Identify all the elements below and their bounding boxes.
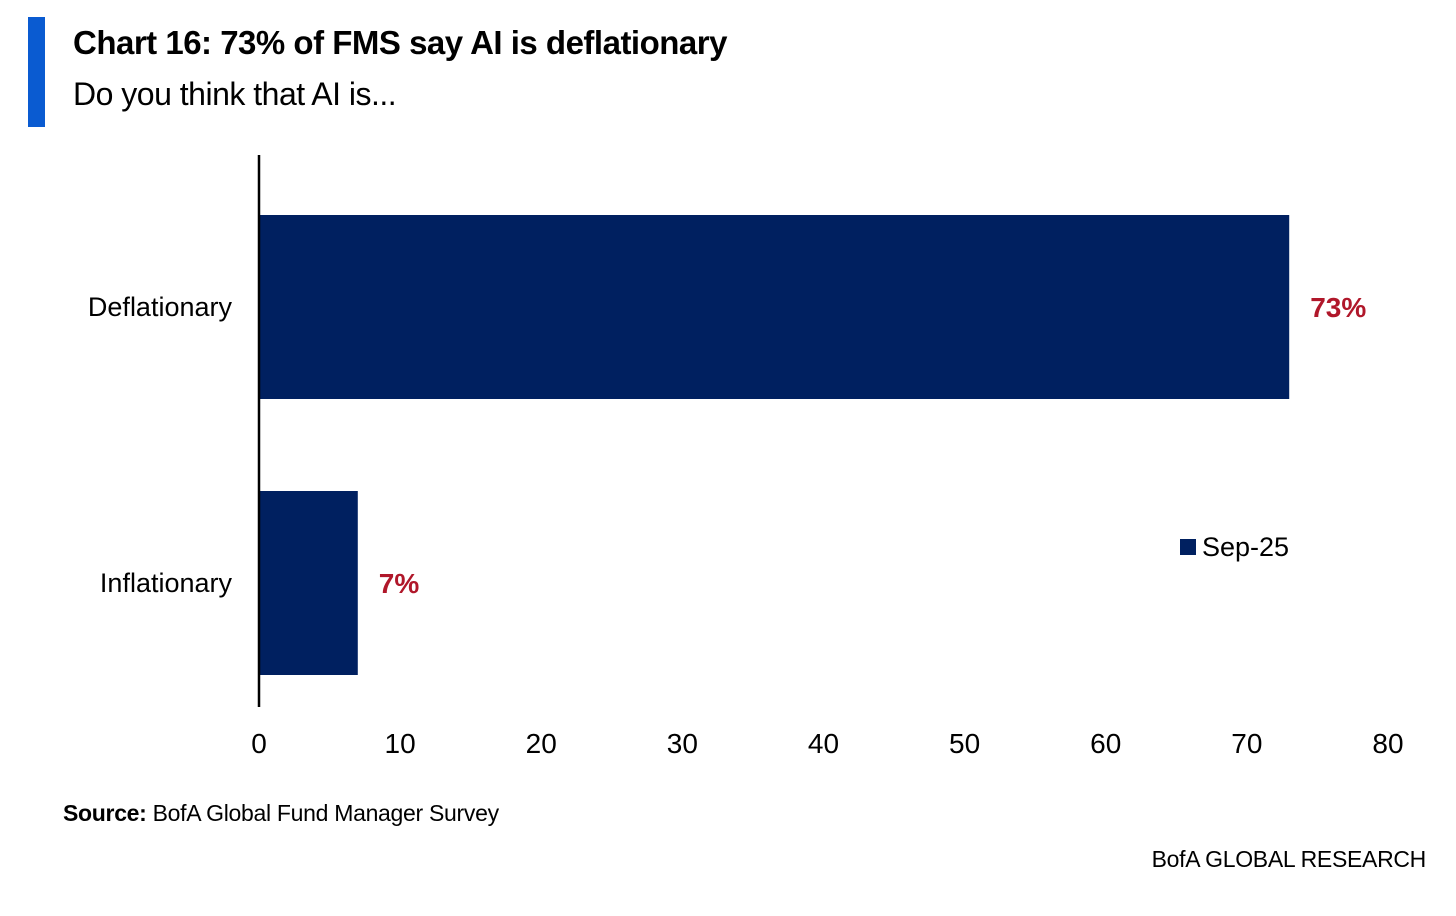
- source-text: BofA Global Fund Manager Survey: [152, 800, 499, 826]
- x-tick-label-40: 40: [808, 728, 839, 759]
- legend-swatch: [1180, 539, 1196, 555]
- legend-label: Sep-25: [1202, 532, 1289, 562]
- category-label-deflationary: Deflationary: [88, 292, 233, 322]
- data-label-inflationary: 7%: [379, 568, 420, 599]
- brand-label: BofA GLOBAL RESEARCH: [1151, 846, 1427, 872]
- source-note: Source: BofA Global Fund Manager Survey: [63, 800, 499, 827]
- bar-deflationary: [259, 215, 1290, 399]
- x-tick-label-0: 0: [251, 728, 267, 759]
- x-tick-label-50: 50: [949, 728, 980, 759]
- bar-inflationary: [259, 491, 358, 675]
- chart-title: Chart 16: 73% of FMS say AI is deflation…: [73, 24, 727, 61]
- x-tick-label-20: 20: [526, 728, 557, 759]
- x-tick-label-70: 70: [1231, 728, 1262, 759]
- x-tick-label-60: 60: [1090, 728, 1121, 759]
- x-tick-label-30: 30: [667, 728, 698, 759]
- x-tick-label-80: 80: [1372, 728, 1403, 759]
- chart-subtitle: Do you think that AI is...: [73, 76, 397, 112]
- source-label: Source:: [63, 800, 147, 826]
- category-label-inflationary: Inflationary: [100, 568, 233, 598]
- title-accent-bar: [28, 17, 45, 127]
- x-tick-label-10: 10: [385, 728, 416, 759]
- data-label-deflationary: 73%: [1310, 292, 1366, 323]
